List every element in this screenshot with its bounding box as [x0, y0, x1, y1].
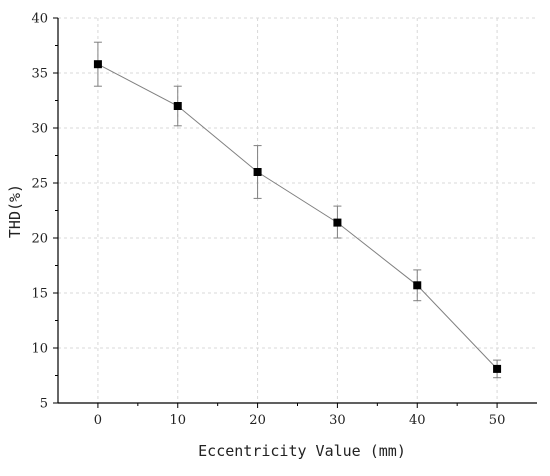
x-tick-label: 10: [169, 413, 186, 428]
data-point: [173, 102, 182, 110]
y-tick-label: 35: [31, 67, 48, 82]
data-point: [333, 218, 342, 227]
data-point: [493, 364, 502, 373]
y-tick-label: 30: [31, 122, 48, 137]
axes: [57, 18, 537, 404]
ticks: 0 10 20 30 40 50 5 10 15 20 25 30 35 40: [31, 12, 505, 429]
y-axis-title: THD(%): [6, 184, 24, 238]
grid: [58, 17, 537, 403]
data-point: [413, 281, 422, 290]
x-tick-label: 30: [329, 413, 346, 428]
x-tick-label: 40: [409, 413, 426, 428]
x-tick-label: 50: [489, 413, 506, 428]
data-point: [93, 60, 102, 69]
x-tick-label: 20: [249, 413, 266, 428]
x-axis-title: Eccentricity Value (mm): [198, 442, 406, 460]
y-tick-label: 5: [40, 397, 48, 412]
y-tick-label: 20: [31, 232, 48, 247]
series: [93, 41, 502, 379]
x-tick-label: 0: [94, 413, 102, 428]
series-line: [97, 63, 498, 370]
y-tick-label: 40: [31, 12, 48, 27]
y-tick-label: 10: [31, 342, 48, 357]
data-point: [253, 168, 262, 176]
y-tick-label: 15: [31, 287, 48, 302]
y-tick-label: 25: [31, 177, 48, 192]
